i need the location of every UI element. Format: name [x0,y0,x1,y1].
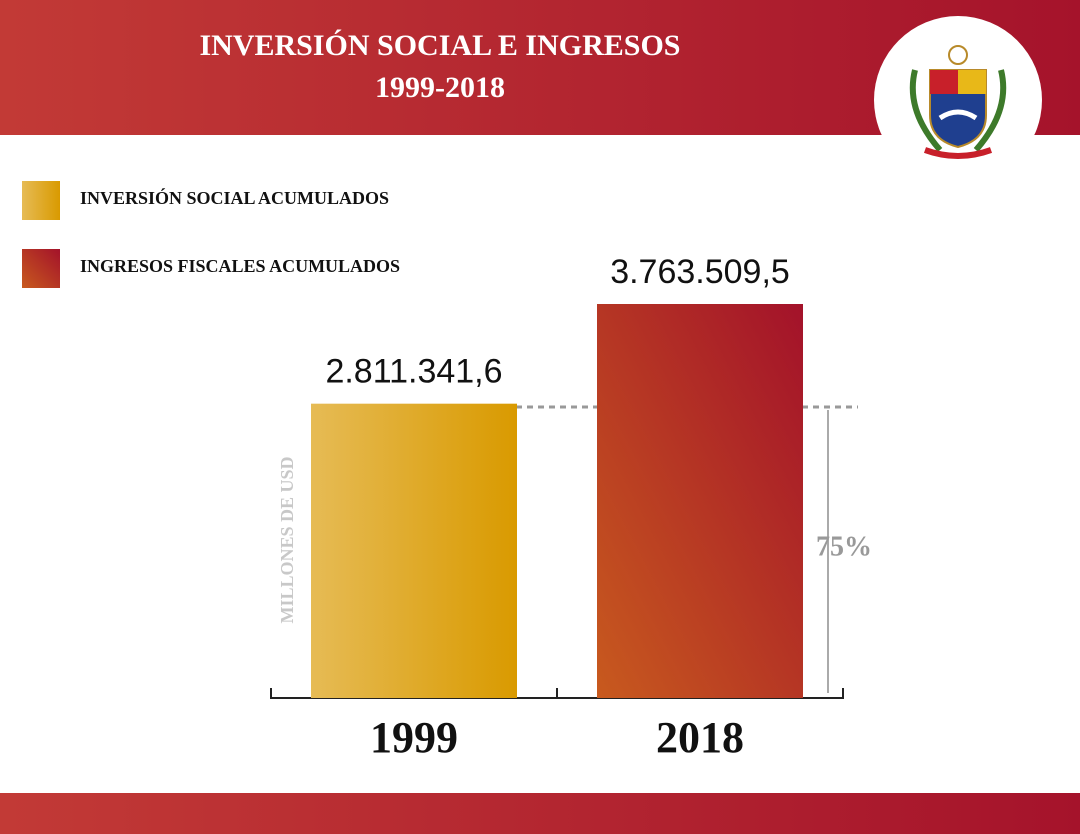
x-tick-label: 1999 [370,713,458,762]
x-tick-label: 2018 [656,713,744,762]
bar [597,304,803,698]
legend-label: INGRESOS FISCALES ACUMULADOS [80,256,400,276]
emblem [909,45,1007,159]
legend-label: INVERSIÓN SOCIAL ACUMULADOS [80,187,389,208]
legend-swatch [22,249,60,288]
bar [311,403,517,698]
chart-subtitle: 1999-2018 [375,71,505,104]
value-label: 2.811.341,6 [325,353,502,391]
chart-title: INVERSIÓN SOCIAL E INGRESOS [200,29,681,62]
axis-label: MILLONES DE USD [277,456,297,623]
x-axis [270,688,844,699]
annotation: 75% [816,531,872,562]
legend-swatch [22,181,60,220]
footer-band [0,793,1080,834]
value-label: 3.763.509,5 [610,253,790,291]
